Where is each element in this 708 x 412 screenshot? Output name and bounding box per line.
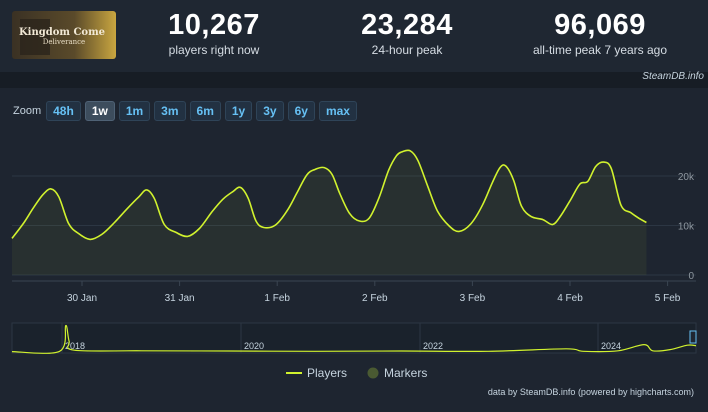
zoom-controls: Zoom 48h 1w 1m 3m 6m 1y 3y 6y max (13, 101, 361, 121)
legend-markers-label: Markers (384, 366, 428, 380)
navigator-year-label: 2020 (244, 341, 264, 351)
legend-players-label: Players (307, 366, 348, 380)
zoom-1w-button[interactable]: 1w (84, 101, 115, 121)
line-swatch-icon (286, 372, 302, 374)
x-tick-label: 5 Feb (655, 293, 681, 304)
logo-title: Kingdom Come (19, 27, 105, 38)
zoom-1y-button[interactable]: 1y (224, 101, 253, 121)
legend-markers[interactable]: Markers (367, 366, 427, 380)
game-logo[interactable]: Kingdom Come Deliverance (12, 11, 116, 59)
zoom-1m-button[interactable]: 1m (118, 101, 151, 121)
peak-24h-value: 23,284 (361, 9, 453, 41)
highcharts-credit[interactable]: data by SteamDB.info (powered by highcha… (487, 387, 694, 397)
chart-legend: Players Markers (286, 366, 447, 380)
current-players-stat: 10,267 players right now (166, 8, 262, 57)
y-tick-label: 20k (678, 172, 695, 183)
y-tick-label: 0 (688, 271, 694, 282)
x-tick-label: 3 Feb (460, 293, 486, 304)
peak-24h-stat: 23,284 24-hour peak (352, 8, 462, 57)
navigator-series-line (11, 324, 697, 354)
zoom-3y-button[interactable]: 3y (256, 101, 284, 121)
circle-swatch-icon (367, 367, 379, 379)
zoom-6m-button[interactable]: 6m (189, 101, 221, 121)
players-area (12, 150, 647, 275)
game-logo-art: Kingdom Come Deliverance (12, 11, 116, 59)
navigator-year-label: 2022 (423, 341, 443, 351)
all-time-peak-label: all-time peak 7 years ago (532, 43, 668, 57)
x-tick-label: 30 Jan (67, 293, 97, 304)
logo-subtitle: Deliverance (43, 38, 85, 46)
chart-panel (0, 88, 708, 412)
navigator-year-label: 2024 (601, 341, 621, 351)
x-tick-label: 4 Feb (557, 293, 583, 304)
all-time-peak-value: 96,069 (554, 9, 646, 41)
all-time-peak-stat: 96,069 all-time peak 7 years ago (530, 8, 670, 57)
navigator-background (11, 322, 697, 354)
current-players-label: players right now (168, 43, 260, 57)
legend-players[interactable]: Players (286, 366, 347, 380)
zoom-label: Zoom (13, 105, 42, 117)
current-players-value: 10,267 (168, 9, 260, 41)
peak-24h-label: 24-hour peak (371, 43, 443, 57)
x-tick-label: 1 Feb (264, 293, 290, 304)
navigator-handle (689, 330, 697, 344)
steamdb-credit[interactable]: SteamDB.info (642, 71, 704, 82)
zoom-max-button[interactable]: max (318, 101, 357, 121)
zoom-3m-button[interactable]: 3m (154, 101, 186, 121)
stats-header: Kingdom Come Deliverance 10,267 players … (0, 0, 708, 72)
x-tick-label: 2 Feb (362, 293, 388, 304)
x-tick-label: 31 Jan (165, 293, 195, 304)
y-tick-label: 10k (678, 222, 695, 233)
players-series-line (11, 149, 647, 241)
navigator-year-label: 2018 (65, 341, 85, 351)
zoom-6y-button[interactable]: 6y (287, 101, 315, 121)
zoom-48h-button[interactable]: 48h (46, 101, 81, 121)
